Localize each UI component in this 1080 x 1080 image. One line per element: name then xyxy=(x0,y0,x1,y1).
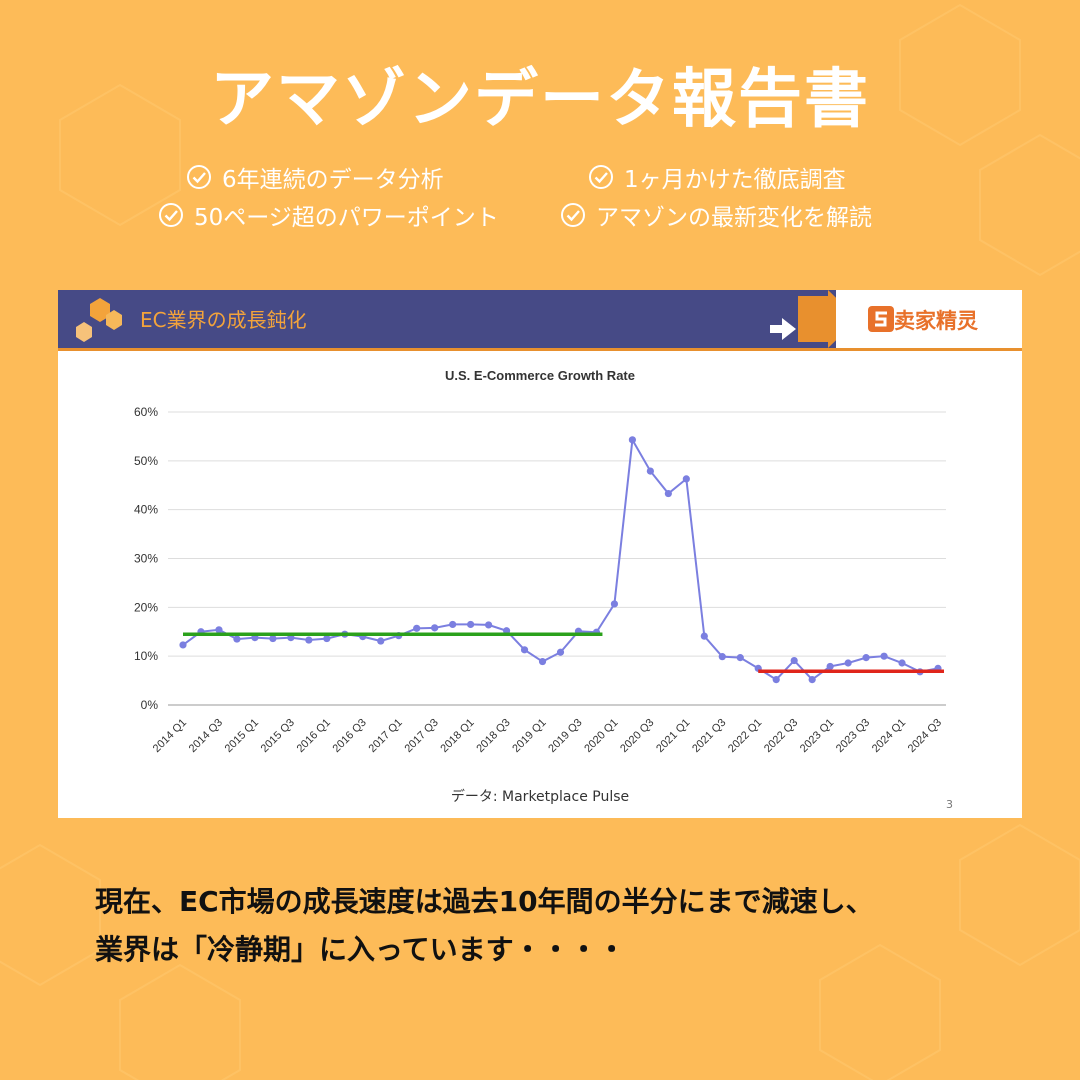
summary-line-1: 現在、EC市場の成長速度は過去10年間の半分にまで減速し、 xyxy=(95,885,874,918)
feature-item: アマゾンの最新変化を解読 xyxy=(560,198,872,232)
x-tick-label: 2020 Q3 xyxy=(618,717,656,755)
x-tick-label: 2022 Q1 xyxy=(726,717,764,755)
data-point xyxy=(179,641,187,649)
feature-label: 1ヶ月かけた徹底調査 xyxy=(624,167,846,193)
check-circle-icon xyxy=(159,203,183,227)
page-number: 3 xyxy=(946,798,953,811)
data-point xyxy=(538,657,547,666)
x-tick-label: 2019 Q1 xyxy=(510,717,548,755)
x-tick-label: 2024 Q1 xyxy=(870,717,908,755)
slide-title: EC業界の成長鈍化 xyxy=(140,308,307,332)
data-point xyxy=(736,654,744,662)
x-tick-label: 2014 Q3 xyxy=(187,717,225,755)
data-point xyxy=(377,637,385,645)
x-tick-label: 2023 Q3 xyxy=(834,717,872,755)
x-tick-label: 2018 Q3 xyxy=(474,717,512,755)
page-title: アマゾンデータ報告書 xyxy=(210,63,870,137)
x-tick-label: 2021 Q3 xyxy=(690,717,728,755)
data-point xyxy=(772,676,780,684)
data-point xyxy=(646,467,654,475)
arrow-right-icon xyxy=(770,318,796,340)
growth-rate-chart: U.S. E-Commerce Growth Rate 0% 10% 20% 30% 40… xyxy=(134,368,946,755)
summary-text: 現在、EC市場の成長速度は過去10年間の半分にまで減速し、 業界は「冷静期」に入… xyxy=(95,878,1015,974)
x-tick-label: 2020 Q1 xyxy=(582,717,620,755)
data-point xyxy=(556,648,565,656)
data-point xyxy=(413,624,421,632)
data-point xyxy=(467,620,475,629)
x-tick-label: 2019 Q3 xyxy=(546,717,584,755)
x-tick-label: 2024 Q3 xyxy=(906,717,944,755)
data-point xyxy=(898,659,906,667)
data-point xyxy=(826,662,834,671)
hexagon-logo-icon xyxy=(76,298,122,342)
data-point xyxy=(808,676,816,684)
y-tick-label: 10% xyxy=(134,649,158,663)
chart-title: U.S. E-Commerce Growth Rate xyxy=(445,368,635,383)
x-tick-label: 2017 Q1 xyxy=(367,717,405,755)
x-tick-label: 2023 Q1 xyxy=(798,717,836,755)
data-point xyxy=(862,654,870,662)
feature-label: 6年連続のデータ分析 xyxy=(222,167,444,193)
slide-card: EC業界の成長鈍化 卖家精灵 U.S. E-Commerce Growth Ra… xyxy=(58,290,1022,818)
x-tick-label: 2017 Q3 xyxy=(402,717,440,755)
x-tick-label: 2016 Q1 xyxy=(295,717,333,755)
data-point xyxy=(520,646,529,654)
data-point xyxy=(700,632,708,640)
brand-s-icon xyxy=(868,306,894,332)
data-point xyxy=(431,624,439,632)
y-tick-label: 40% xyxy=(134,503,158,517)
feature-label: アマゾンの最新変化を解読 xyxy=(596,205,872,231)
check-circle-icon xyxy=(561,203,585,227)
data-point xyxy=(484,621,493,629)
data-point xyxy=(880,652,888,660)
data-point xyxy=(610,600,619,608)
data-point xyxy=(323,634,331,643)
feature-item: 1ヶ月かけた徹底調査 xyxy=(588,160,846,194)
data-point xyxy=(449,620,457,629)
check-circle-icon xyxy=(187,165,211,189)
data-point xyxy=(682,475,690,483)
x-tick-label: 2015 Q3 xyxy=(259,717,297,755)
data-point xyxy=(844,659,852,667)
series-line xyxy=(182,436,939,681)
data-point xyxy=(233,635,241,643)
brand-logo-box xyxy=(836,290,1022,348)
y-tick-label: 30% xyxy=(134,552,158,566)
check-circle-icon xyxy=(589,165,613,189)
x-tick-label: 2021 Q1 xyxy=(654,717,692,755)
data-point xyxy=(664,489,672,498)
data-point xyxy=(628,436,637,444)
header-accent-line xyxy=(58,348,1022,351)
data-source: データ: Marketplace Pulse xyxy=(450,789,630,805)
data-point xyxy=(305,636,313,644)
data-point xyxy=(718,653,726,661)
summary-line-2: 業界は「冷静期」に入っています・・・・ xyxy=(95,933,626,966)
y-tick-label: 0% xyxy=(141,698,159,712)
x-tick-label: 2014 Q1 xyxy=(151,717,189,755)
y-tick-label: 20% xyxy=(134,600,158,614)
y-tick-label: 50% xyxy=(134,454,158,468)
brand-name: 卖家精灵 xyxy=(894,309,978,333)
y-tick-label: 60% xyxy=(134,405,158,419)
x-tick-label: 2016 Q3 xyxy=(331,717,369,755)
data-point xyxy=(790,656,798,665)
data-point xyxy=(215,626,223,634)
x-tick-label: 2015 Q1 xyxy=(223,717,261,755)
feature-label: 50ページ超のパワーポイント xyxy=(194,205,499,231)
data-point xyxy=(269,634,277,643)
x-tick-label: 2018 Q1 xyxy=(438,717,476,755)
feature-item: 50ページ超のパワーポイント xyxy=(158,198,499,232)
x-tick-label: 2022 Q3 xyxy=(762,717,800,755)
feature-item: 6年連続のデータ分析 xyxy=(186,160,444,194)
